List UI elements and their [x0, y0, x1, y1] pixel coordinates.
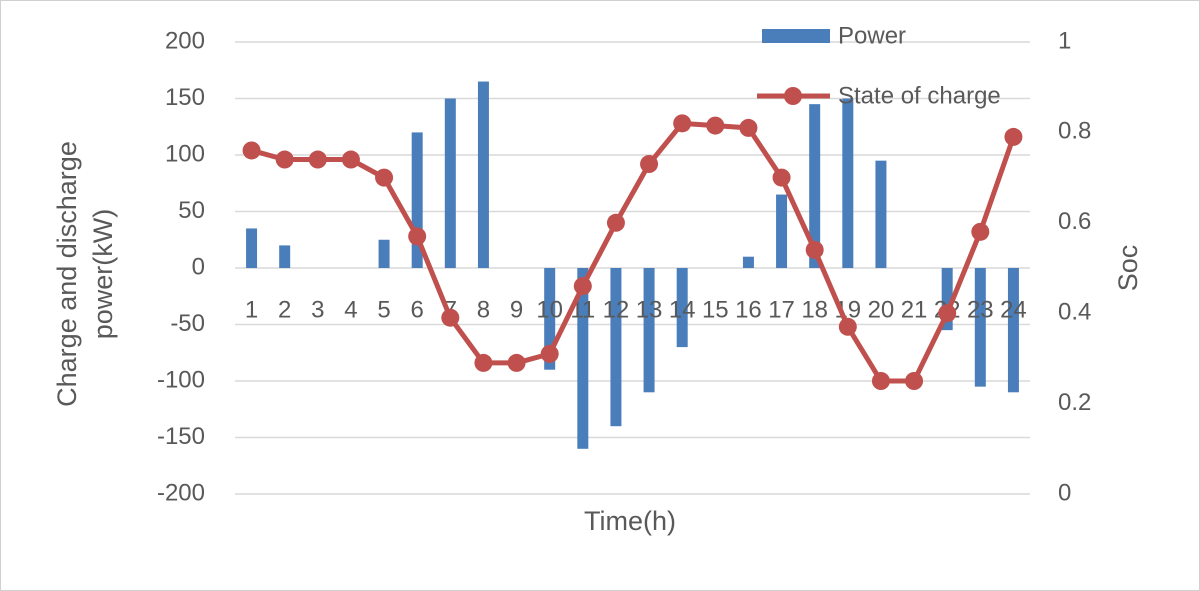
y-tick-label: -200 [157, 479, 205, 506]
bar [610, 268, 622, 427]
soc-marker [375, 168, 394, 187]
y-axis-title: Charge and discharge power(kW) [52, 141, 118, 407]
y2-tick-label: 0.4 [1058, 299, 1091, 326]
bar [378, 239, 390, 268]
soc-marker [540, 344, 559, 363]
soc-marker [441, 308, 460, 327]
x-tick-label: 4 [344, 296, 357, 323]
y2-tick-label: 0.8 [1058, 118, 1091, 145]
y-tick-label: 50 [178, 197, 205, 224]
x-tick-label: 3 [311, 296, 324, 323]
y-tick-label: 150 [165, 84, 205, 111]
bar [676, 268, 688, 348]
soc-marker [275, 150, 294, 169]
y-tick-label: 0 [192, 253, 205, 280]
bar [875, 160, 887, 268]
bar [246, 228, 258, 268]
soc-marker [905, 372, 924, 390]
x-tick-label: 13 [636, 296, 663, 323]
y2-tick-label: 0.2 [1058, 389, 1091, 416]
legend-label: State of charge [838, 82, 1001, 109]
x-tick-label: 6 [411, 296, 424, 323]
bar [643, 268, 655, 393]
y2-axis-title: Soc [1113, 245, 1143, 292]
x-tick-label: 5 [377, 296, 390, 323]
bar [842, 98, 854, 268]
x-tick-label: 16 [735, 296, 762, 323]
y-tick-label: -50 [170, 310, 205, 337]
x-tick-label: 8 [477, 296, 490, 323]
legend-label: Power [838, 22, 906, 49]
x-tick-label: 24 [1000, 296, 1027, 323]
soc-marker [706, 116, 725, 135]
soc-marker [242, 141, 261, 160]
soc-marker [673, 114, 692, 133]
y-tick-label: -100 [157, 366, 205, 393]
x-tick-label: 23 [967, 296, 994, 323]
soc-marker [341, 150, 360, 169]
x-tick-label: 14 [669, 296, 696, 323]
x-tick-label: 21 [901, 296, 928, 323]
soc-marker [308, 150, 327, 169]
soc-marker [1004, 127, 1023, 146]
bar [974, 268, 986, 387]
soc-marker [640, 155, 659, 174]
soc-marker [507, 353, 526, 372]
soc-marker [971, 222, 990, 241]
bar [411, 132, 423, 268]
x-tick-label: 18 [801, 296, 828, 323]
bar [776, 194, 788, 268]
x-tick-label: 9 [510, 296, 523, 323]
y2-tick-label: 0.6 [1058, 208, 1091, 235]
bar [809, 104, 821, 269]
bar [742, 256, 754, 268]
x-axis-title: Time(h) [584, 506, 676, 536]
bar [941, 268, 953, 331]
soc-marker [805, 240, 824, 259]
soc-marker [772, 168, 791, 187]
y-tick-label: 200 [165, 27, 205, 54]
x-tick-label: 17 [768, 296, 795, 323]
soc-marker [474, 353, 493, 372]
bar [279, 245, 291, 268]
bar [577, 268, 589, 449]
legend-swatch [784, 87, 802, 105]
y2-tick-label: 1 [1058, 27, 1071, 54]
bar [444, 98, 456, 268]
x-tick-label: 20 [868, 296, 895, 323]
y2-tick-label: 0 [1058, 479, 1071, 506]
soc-marker [408, 227, 427, 246]
x-tick-label: 1 [245, 296, 258, 323]
soc-marker [606, 213, 625, 232]
x-tick-label: 15 [702, 296, 729, 323]
bar [477, 81, 489, 268]
soc-marker [838, 317, 857, 336]
soc-marker [739, 118, 758, 137]
soc-marker [871, 372, 890, 390]
y-tick-label: -150 [157, 423, 205, 450]
soc-marker [573, 277, 592, 296]
x-tick-label: 10 [536, 296, 563, 323]
y-tick-label: 100 [165, 140, 205, 167]
soc-line [250, 120, 1016, 384]
bar [544, 268, 556, 370]
legend-swatch [762, 29, 830, 43]
x-tick-label: 12 [603, 296, 630, 323]
bar [1007, 268, 1019, 393]
x-tick-label: 2 [278, 296, 291, 323]
soc-marker [938, 304, 957, 323]
